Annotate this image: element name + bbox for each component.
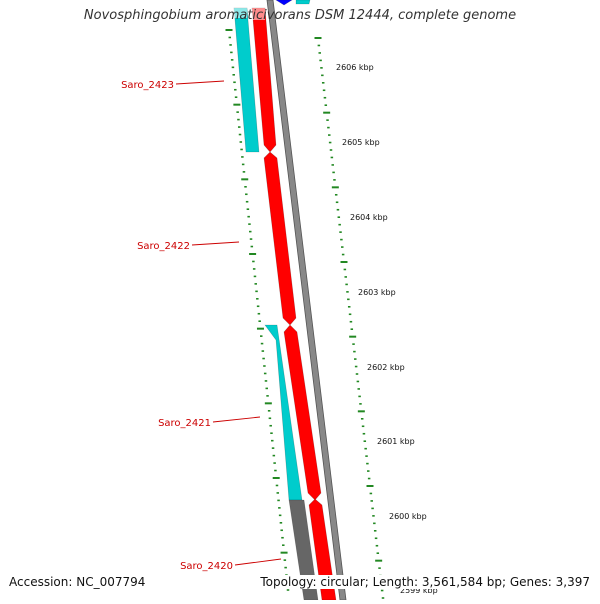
gene-label: Saro_2421 bbox=[158, 418, 211, 429]
gene-label: Saro_2423 bbox=[121, 80, 174, 91]
gene-label-leader bbox=[234, 558, 282, 566]
gene-features bbox=[233, 0, 337, 601]
ruler-label: 2605 kbp bbox=[342, 138, 380, 147]
accession-label: Accession: NC_007794 bbox=[9, 575, 146, 589]
blue-feature bbox=[275, 0, 293, 6]
reverse-gene-fragment bbox=[295, 0, 311, 5]
ruler-label: 2606 kbp bbox=[336, 63, 374, 72]
backbone-line bbox=[266, 0, 347, 601]
ruler-label: 2604 kbp bbox=[350, 213, 388, 222]
gene-label-leader bbox=[212, 416, 261, 423]
gene-label: Saro_2422 bbox=[137, 241, 190, 252]
ruler-label: 2602 kbp bbox=[367, 363, 405, 372]
gene-highlight bbox=[252, 8, 265, 20]
ruler-labels: 2606 kbp 2605 kbp 2604 kbp 2603 kbp 2602 kbp… bbox=[336, 63, 438, 595]
gene-label-leader bbox=[191, 241, 240, 246]
ruler-label: 2601 kbp bbox=[377, 437, 415, 446]
ruler-label: 2599 kbp bbox=[400, 586, 438, 595]
ruler-label: 2603 kbp bbox=[358, 288, 396, 297]
map-title: Novosphingobium aromaticivorans DSM 1244… bbox=[83, 8, 517, 23]
forward-gene-saro-2422 bbox=[263, 151, 297, 326]
gene-label-leader bbox=[175, 80, 225, 85]
gene-label: Saro_2420 bbox=[180, 561, 233, 572]
forward-gene-saro-2421 bbox=[283, 324, 322, 501]
ruler-label: 2600 kbp bbox=[389, 512, 427, 521]
gene-labels: Saro_2423 Saro_2422 Saro_2421 Saro_2420 bbox=[121, 80, 282, 572]
genome-backbone bbox=[266, 0, 347, 601]
gene-highlight bbox=[234, 8, 247, 18]
topology-label: Topology: circular; Length: 3,561,584 bp… bbox=[260, 575, 590, 589]
